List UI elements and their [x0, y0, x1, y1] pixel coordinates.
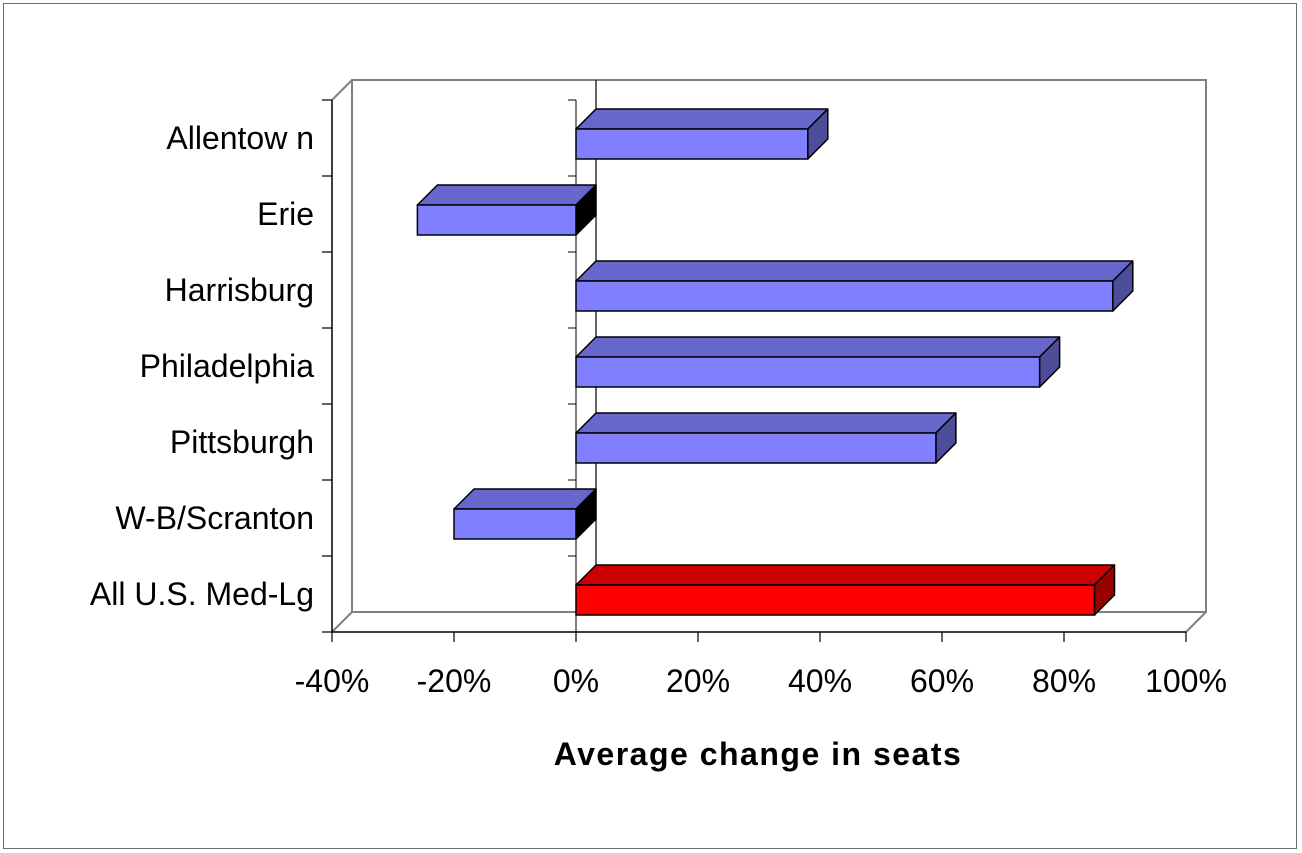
x-tick-label: 40%: [788, 663, 852, 699]
bar: [575, 108, 829, 160]
x-tick-label: 60%: [910, 663, 974, 699]
category-label: Philadelphia: [140, 348, 315, 384]
bar-top-face: [575, 336, 1061, 358]
bars-group: [416, 108, 1134, 616]
bar-top-face: [575, 260, 1134, 282]
bar: [575, 336, 1061, 388]
bar-front-face: [575, 432, 937, 464]
bar-top-face: [575, 564, 1116, 586]
bar-front-face: [416, 204, 577, 236]
category-label: W-B/Scranton: [115, 500, 314, 536]
bar-top-face: [575, 108, 829, 130]
bar-top-face: [453, 488, 597, 510]
category-label: Harrisburg: [165, 272, 314, 308]
bar: [575, 412, 957, 464]
bar-top-face: [416, 184, 597, 206]
bar-front-face: [575, 584, 1096, 616]
bar-top-face: [575, 412, 957, 434]
bar-front-face: [575, 128, 809, 160]
x-tick-label: -20%: [417, 663, 492, 699]
x-tick-label: 80%: [1032, 663, 1096, 699]
x-tick-labels: -40% -20% 0% 20% 40% 60% 80% 100%: [295, 663, 1227, 699]
bar-front-face: [575, 356, 1041, 388]
bar: [416, 184, 597, 236]
chart-walls: [331, 79, 1207, 633]
bar-front-face: [575, 280, 1114, 312]
category-label: Erie: [257, 196, 314, 232]
x-tick-label: 0%: [553, 663, 599, 699]
x-axis-title: Average change in seats: [554, 736, 963, 772]
category-label: Allentow n: [166, 120, 314, 156]
bar: [575, 260, 1134, 312]
x-tick-label: -40%: [295, 663, 370, 699]
bar: [453, 488, 597, 540]
side-wall-edges: [331, 79, 1207, 633]
x-tick-label: 100%: [1145, 663, 1227, 699]
category-labels: Allentow n Erie Harrisburg Philadelphia Pitt…: [90, 120, 314, 612]
bar: [575, 564, 1116, 616]
category-label: Pittsburgh: [170, 424, 314, 460]
category-label: All U.S. Med-Lg: [90, 576, 314, 612]
x-tick-label: 20%: [666, 663, 730, 699]
bar-front-face: [453, 508, 577, 540]
